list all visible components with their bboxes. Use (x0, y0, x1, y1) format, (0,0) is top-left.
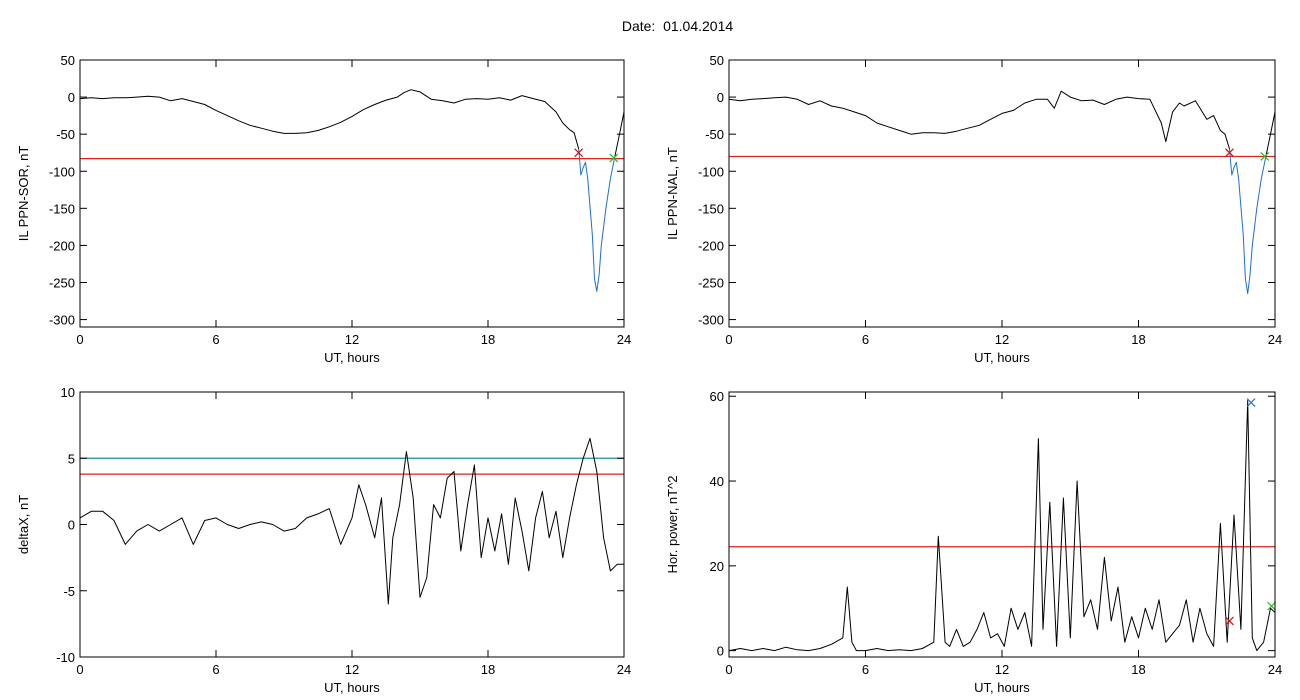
ppn-sor-x-tick-label-0: 0 (76, 332, 83, 347)
ppn-nal-y-tick-label-5: -200 (698, 238, 724, 253)
ppn-nal-plot-frame (728, 59, 1276, 328)
ppn-sor-series-line-1 (578, 148, 616, 292)
figure-title: Date: 01.04.2014 (621, 18, 734, 34)
hor-power-x-tick-label-4: 24 (1268, 662, 1282, 677)
panel-ppn-nal: 0 6 12 18 24 50 0 -50 -100 -150 -200 -250 -300 UT, ho… (665, 53, 1282, 365)
ppn-nal-y-tick-label-4: -150 (698, 201, 724, 216)
ppn-nal-x-tick-label-0: 0 (725, 332, 732, 347)
deltax-x-tick-label-1: 6 (212, 662, 219, 677)
ppn-sor-y-tick-label-3: -100 (49, 164, 75, 179)
ppn-sor-y-tick-label-7: -300 (49, 313, 75, 328)
ppn-sor-event-marker-0 (574, 148, 584, 158)
ppn-sor-event-marker-1 (609, 153, 619, 163)
hor-power-event-marker-2 (1267, 601, 1277, 611)
ppn-sor-y-tick-label-2: -50 (56, 127, 75, 142)
hor-power-plot-frame (728, 391, 1276, 658)
deltax-x-tick-label-0: 0 (76, 662, 83, 677)
hor-power-event-marker-0 (1225, 616, 1234, 626)
panel-ppn-sor: 0 6 12 18 24 50 0 -50 -100 -150 -200 -250 -300 UT, ho… (16, 53, 631, 365)
hor-power-event-marker-1 (1246, 398, 1256, 408)
ppn-nal-y-tick-label-3: -100 (698, 164, 724, 179)
ppn-nal-y-tick-label-6: -250 (698, 276, 724, 291)
ppn-nal-y-tick-label-2: -50 (705, 127, 724, 142)
hor-power-x-tick-label-0: 0 (725, 662, 732, 677)
ppn-nal-y-axis-label: IL PPN-NAL, nT (665, 147, 680, 240)
ppn-nal-x-tick-label-3: 18 (1131, 332, 1145, 347)
hor-power-y-tick-label-3: 0 (717, 644, 724, 659)
ppn-sor-y-tick-label-5: -200 (49, 238, 75, 253)
ppn-sor-y-axis-label: IL PPN-SOR, nT (16, 146, 31, 242)
ppn-sor-x-tick-label-3: 18 (481, 332, 495, 347)
deltax-plot-frame (79, 391, 625, 658)
ppn-nal-event-marker-1 (1260, 151, 1270, 161)
deltax-x-tick-label-4: 24 (617, 662, 631, 677)
ppn-nal-x-tick-label-1: 6 (862, 332, 869, 347)
ppn-nal-event-marker-0 (1225, 148, 1234, 158)
deltax-y-tick-label-4: -10 (56, 650, 75, 665)
ppn-nal-y-tick-label-7: -300 (698, 313, 724, 328)
ppn-sor-x-tick-label-2: 12 (345, 332, 359, 347)
hor-power-series-line-0 (728, 400, 1276, 652)
hor-power-x-tick-label-1: 6 (862, 662, 869, 677)
hor-power-y-axis-label: Hor. power, nT^2 (665, 476, 680, 574)
deltax-series-line-0 (79, 437, 624, 605)
ppn-sor-y-tick-label-6: -250 (49, 276, 75, 291)
ppn-nal-x-axis-label: UT, hours (974, 350, 1030, 365)
deltax-y-tick-label-3: -5 (63, 584, 75, 599)
deltax-x-tick-label-2: 12 (345, 662, 359, 677)
ppn-sor-y-tick-label-1: 0 (68, 90, 75, 105)
hor-power-y-tick-label-1: 40 (710, 474, 724, 489)
hor-power-x-axis-label: UT, hours (974, 680, 1030, 695)
hor-power-x-tick-label-2: 12 (995, 662, 1009, 677)
ppn-sor-x-axis-label: UT, hours (324, 350, 380, 365)
panel-hor-power: 0 6 12 18 24 60 40 20 0 UT, hours Hor. power, nT^2 (665, 389, 1282, 695)
ppn-nal-x-tick-label-2: 12 (995, 332, 1009, 347)
deltax-x-tick-label-3: 18 (481, 662, 495, 677)
ppn-sor-plot-frame (79, 59, 625, 328)
ppn-sor-series-line-0 (79, 89, 580, 150)
ppn-nal-series-line-1 (1229, 148, 1267, 295)
ppn-sor-y-tick-label-4: -150 (49, 201, 75, 216)
deltax-x-axis-label: UT, hours (324, 680, 380, 695)
ppn-nal-series-line-0 (728, 90, 1230, 150)
ppn-sor-x-tick-label-1: 6 (212, 332, 219, 347)
ppn-nal-x-tick-label-4: 24 (1268, 332, 1282, 347)
ppn-nal-y-tick-label-1: 0 (717, 90, 724, 105)
deltax-y-axis-label: deltaX, nT (16, 495, 31, 554)
ppn-sor-x-tick-label-4: 24 (617, 332, 631, 347)
ppn-nal-y-tick-label-0: 50 (710, 53, 724, 68)
deltax-y-tick-label-2: 0 (68, 518, 75, 533)
deltax-y-tick-label-1: 5 (68, 451, 75, 466)
hor-power-x-tick-label-3: 18 (1131, 662, 1145, 677)
ppn-sor-y-tick-label-0: 50 (61, 53, 75, 68)
hor-power-y-tick-label-0: 60 (710, 389, 724, 404)
deltax-y-tick-label-0: 10 (61, 385, 75, 400)
panel-deltax: 0 6 12 18 24 10 5 0 -5 -10 UT, hours deltaX, nT (16, 385, 631, 695)
hor-power-y-tick-label-2: 20 (710, 559, 724, 574)
